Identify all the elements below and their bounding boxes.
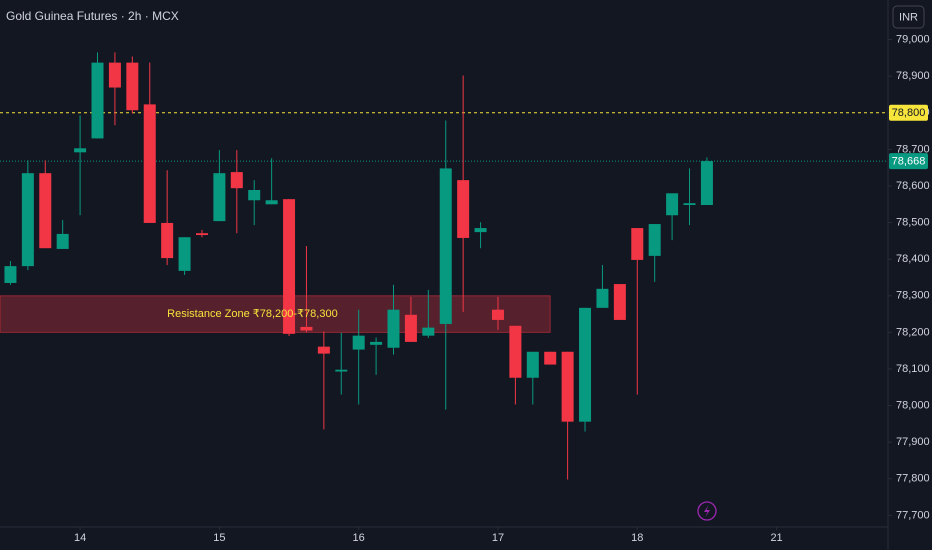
x-tick-label: 16 (353, 532, 365, 544)
y-tick-label: 78,900 (896, 70, 930, 82)
candle-body (352, 335, 365, 350)
candle-body (370, 341, 383, 345)
y-tick-label: 78,200 (896, 326, 930, 338)
price-label-box (889, 104, 928, 121)
candle-body (683, 203, 696, 206)
candle-body (404, 314, 417, 342)
candle-body (439, 168, 452, 324)
y-tick-label: 78,400 (896, 253, 930, 265)
price-label: 78,800 (892, 107, 926, 119)
candle-body (126, 62, 139, 111)
price-label-box (889, 153, 928, 170)
y-tick-label: 78,300 (896, 290, 930, 302)
candle-body (213, 173, 226, 222)
alert-icon-bolt[interactable] (704, 505, 710, 517)
candle-body (457, 180, 470, 238)
x-tick-label: 14 (74, 532, 86, 544)
candle-body (422, 327, 435, 336)
y-tick-label: 78,600 (896, 180, 930, 192)
y-tick-label: 78,500 (896, 216, 930, 228)
candle-body (561, 351, 574, 422)
candle-body (387, 309, 400, 348)
chart-title: Gold Guinea Futures · 2h · MCX (6, 9, 179, 23)
candle-body (283, 199, 296, 334)
candle-body (317, 346, 330, 354)
plot (0, 112, 888, 333)
candle-body (56, 233, 69, 249)
candle-body (648, 224, 661, 256)
candle-body (21, 173, 34, 267)
candle-body (631, 228, 644, 260)
alert-icon-ring[interactable] (697, 501, 717, 521)
y-tick-label: 77,800 (896, 473, 930, 485)
x-tick-label: 18 (631, 532, 643, 544)
candle-body (161, 222, 174, 259)
candle-body (248, 190, 261, 201)
candle-body (300, 326, 313, 331)
candle-body (509, 325, 522, 378)
resistance-zone (0, 295, 551, 333)
y-tick-label: 78,100 (896, 363, 930, 375)
currency-label[interactable]: INR (899, 11, 918, 23)
candle-body (474, 228, 487, 233)
currency-button[interactable] (892, 5, 925, 29)
candle-body (265, 200, 278, 205)
candle-body (700, 161, 713, 206)
candle-body (666, 193, 679, 216)
candle-body (108, 62, 121, 88)
y-tick-label: 77,700 (896, 509, 930, 521)
candle-body (544, 351, 557, 365)
candle-body (579, 307, 592, 422)
candle-body (195, 233, 208, 236)
zone-label: Resistance Zone ₹78,200-₹78,300 (167, 308, 338, 320)
candle-body (526, 351, 539, 378)
candle-body (596, 288, 609, 308)
y-tick-label: 78,000 (896, 399, 930, 411)
candle-body (491, 309, 504, 320)
x-tick-label: 21 (770, 532, 782, 544)
x-tick-label: 17 (492, 532, 504, 544)
price-label: 78,668 (892, 156, 926, 168)
x-tick-label: 15 (213, 532, 225, 544)
candle-body (230, 172, 243, 189)
candle-body (39, 173, 52, 249)
candle-body (178, 237, 191, 271)
candle-body (91, 62, 104, 139)
y-tick-label: 79,000 (896, 34, 930, 46)
alert-icon[interactable] (697, 501, 717, 521)
candle-body (4, 266, 17, 283)
candle-body (335, 369, 348, 372)
y-tick-label: 78,700 (896, 143, 930, 155)
candle-body (613, 284, 626, 320)
candle-body (74, 148, 87, 153)
y-tick-label: 77,900 (896, 436, 930, 448)
candle-body (143, 104, 156, 223)
